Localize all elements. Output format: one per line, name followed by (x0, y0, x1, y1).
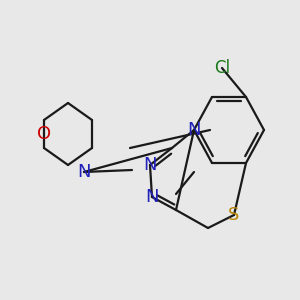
Text: N: N (145, 188, 159, 206)
Text: N: N (187, 121, 201, 139)
Text: S: S (228, 206, 240, 224)
Text: Cl: Cl (214, 59, 230, 77)
Text: O: O (37, 125, 51, 143)
Text: N: N (143, 156, 157, 174)
Text: N: N (77, 163, 91, 181)
